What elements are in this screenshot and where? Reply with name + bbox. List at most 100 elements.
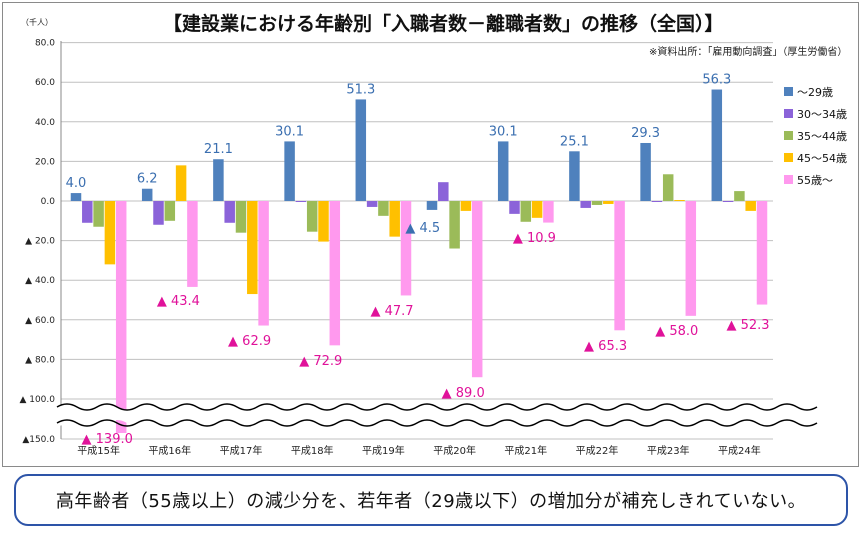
bar: [82, 201, 93, 223]
bar: [640, 142, 651, 201]
x-tick-label: 平成17年: [220, 444, 263, 457]
bar: [141, 188, 153, 201]
y-tick-label: ▲ 20.0: [25, 237, 55, 247]
bar: [497, 141, 509, 201]
bar: [329, 201, 341, 346]
data-label: ▲ 4.5: [405, 221, 440, 236]
axis-break-line: [56, 419, 818, 427]
bar: [426, 201, 438, 210]
bar: [685, 201, 697, 316]
y-tick-label: 0.0: [41, 197, 56, 207]
x-tick-label: 平成18年: [291, 444, 334, 457]
x-tick-label: 平成20年: [433, 444, 476, 457]
chart-source: ※資料出所：「雇用動向調査」（厚生労働省）: [649, 47, 848, 58]
bar: [449, 201, 460, 249]
bar: [378, 201, 389, 216]
bar: [711, 89, 723, 201]
x-tick-label: 平成19年: [362, 444, 405, 457]
legend-swatch: [784, 153, 793, 162]
data-label: ▲ 58.0: [655, 324, 698, 339]
bar: [284, 141, 295, 201]
y-tick-label: ▲150.0: [22, 435, 55, 445]
bar: [591, 201, 603, 205]
x-tick-label: 平成15年: [77, 444, 120, 457]
bar: [355, 99, 367, 201]
bar: [70, 193, 82, 201]
data-label: 6.2: [137, 172, 158, 187]
summary-box: 高年齢者（55歳以上）の減少分を、若年者（29歳以下）の増加分が補充しきれていな…: [14, 474, 848, 526]
bar: [400, 201, 412, 296]
legend-label: 35～44歳: [797, 130, 847, 143]
bar: [722, 201, 734, 202]
legend-label: 55歳～: [797, 174, 833, 187]
legend-swatch: [784, 131, 793, 140]
bar: [164, 201, 176, 221]
axis-break-line: [56, 403, 818, 411]
bar: [224, 201, 235, 223]
data-label: 30.1: [489, 124, 518, 139]
bar: [756, 201, 768, 305]
y-unit-label: （千人）: [21, 17, 53, 27]
bar: [734, 191, 745, 201]
data-label: 21.1: [204, 142, 233, 157]
bar: [580, 201, 591, 208]
bar-chart: 80.0 60.0 40.0 20.0 0.0 ▲ 20.0 ▲ 40.0 ▲ 60.0 ▲ 8…: [19, 17, 847, 457]
bar: [531, 201, 543, 218]
data-label: ▲ 72.9: [299, 354, 342, 369]
y-tick-label: ▲ 40.0: [25, 276, 55, 286]
bar: [520, 201, 532, 222]
data-label: 25.1: [560, 134, 589, 149]
bar: [295, 201, 307, 202]
chart-frame: 80.0 60.0 40.0 20.0 0.0 ▲ 20.0 ▲ 40.0 ▲ 60.0 ▲ 8…: [2, 2, 859, 467]
data-label: ▲ 89.0: [442, 386, 485, 401]
bar: [745, 201, 756, 211]
bar: [93, 201, 104, 227]
bar: [115, 201, 127, 433]
x-tick-label: 平成23年: [647, 444, 690, 457]
data-label: 30.1: [275, 124, 304, 139]
y-tick-label: ▲ 60.0: [25, 316, 55, 326]
legend-label: 30～34歳: [797, 108, 847, 121]
data-label: ▲ 10.9: [513, 231, 556, 246]
x-tick-label: 平成22年: [576, 444, 619, 457]
bar: [366, 201, 378, 207]
bar: [104, 201, 116, 265]
bar: [235, 201, 247, 233]
y-tick-label: 80.0: [35, 39, 55, 49]
x-tick-label: 平成21年: [504, 444, 547, 457]
bar: [175, 165, 187, 201]
bar: [247, 201, 258, 295]
y-tick-label: 40.0: [35, 118, 55, 128]
data-label: ▲ 65.3: [584, 339, 627, 354]
bar: [471, 201, 483, 378]
x-tick-label: 平成16年: [148, 444, 191, 457]
data-label: 29.3: [631, 126, 660, 141]
bar: [213, 159, 224, 201]
y-tick-label: 20.0: [35, 157, 55, 167]
y-tick-label: 60.0: [35, 78, 55, 88]
bar: [614, 201, 625, 331]
legend-label: 45～54歳: [797, 152, 847, 165]
data-label: ▲ 62.9: [228, 334, 271, 349]
data-label: 4.0: [66, 176, 87, 191]
legend-swatch: [784, 109, 793, 118]
bar: [389, 201, 400, 237]
bar: [509, 201, 520, 214]
bar: [569, 151, 580, 201]
data-label: ▲ 43.4: [157, 294, 200, 309]
bar: [258, 201, 269, 326]
data-label: ▲ 139.0: [82, 432, 133, 447]
x-tick-label: 平成24年: [718, 444, 761, 457]
bar: [603, 201, 614, 204]
bar: [674, 200, 685, 202]
legend-swatch: [784, 87, 793, 96]
legend-swatch: [784, 175, 793, 184]
data-label: ▲ 47.7: [370, 304, 413, 319]
bar: [460, 201, 472, 211]
bar: [438, 182, 449, 201]
y-tick-label: ▲ 100.0: [19, 395, 55, 405]
bar: [153, 201, 164, 225]
bar: [318, 201, 329, 242]
data-label: 51.3: [346, 82, 375, 97]
bar: [187, 201, 198, 287]
